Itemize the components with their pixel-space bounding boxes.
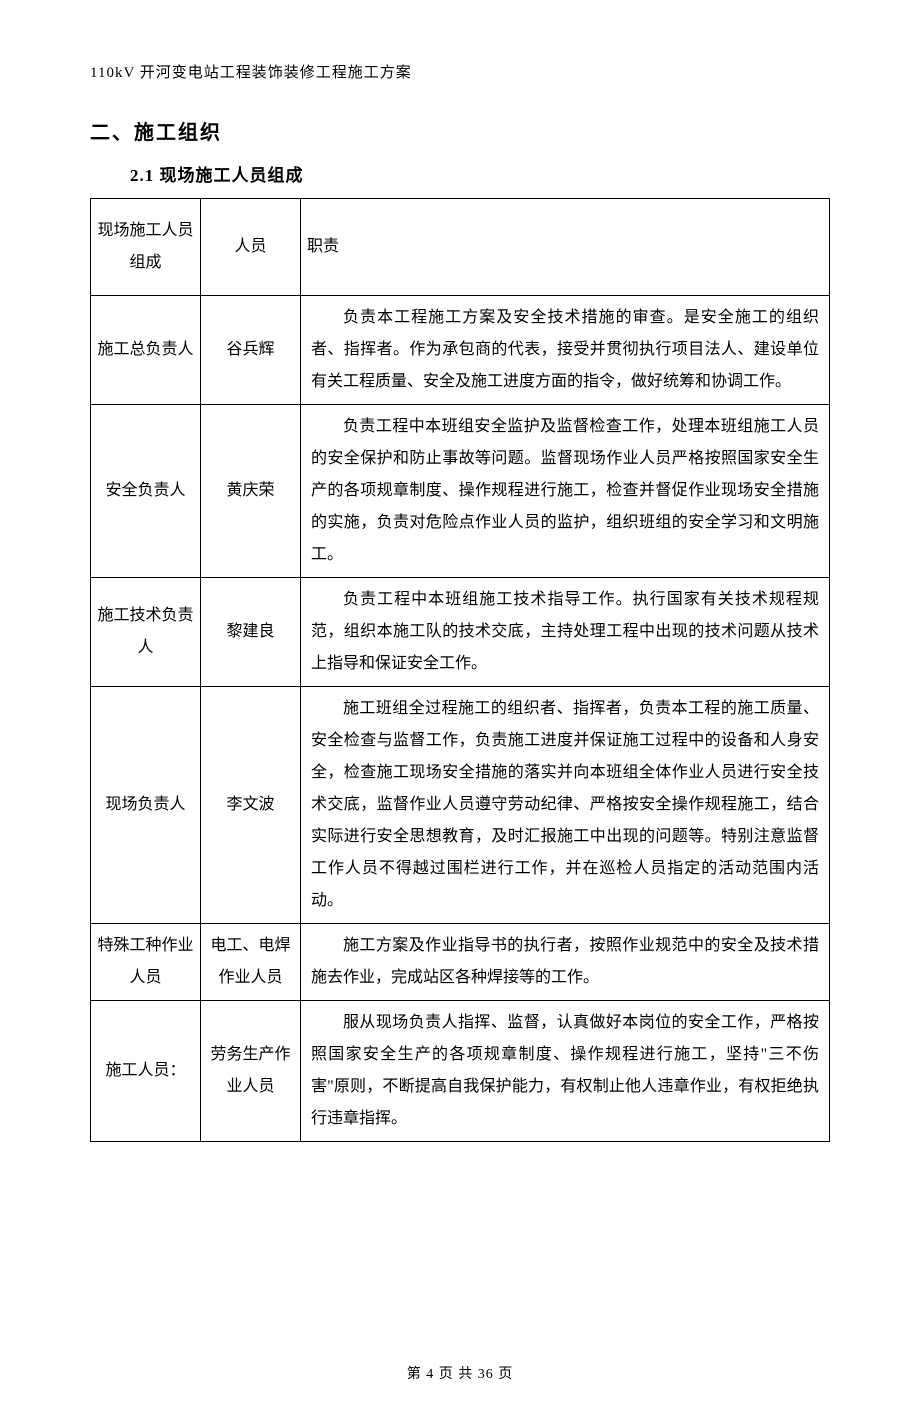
table-row: 施工总负责人 谷兵辉 负责本工程施工方案及安全技术措施的审查。是安全施工的组织者… — [91, 295, 830, 404]
duty-cell: 负责本工程施工方案及安全技术措施的审查。是安全施工的组织者、指挥者。作为承包商的… — [301, 295, 830, 404]
person-cell: 李文波 — [201, 686, 301, 923]
table-row: 特殊工种作业人员 电工、电焊作业人员 施工方案及作业指导书的执行者，按照作业规范… — [91, 923, 830, 1000]
role-cell: 现场负责人 — [91, 686, 201, 923]
table-header-row: 现场施工人员组成 人员 职责 — [91, 198, 830, 295]
header-role: 现场施工人员组成 — [91, 198, 201, 295]
duty-cell: 负责工程中本班组施工技术指导工作。执行国家有关技术规程规范，组织本施工队的技术交… — [301, 577, 830, 686]
role-cell: 施工人员： — [91, 1000, 201, 1141]
person-cell: 谷兵辉 — [201, 295, 301, 404]
duty-cell: 施工方案及作业指导书的执行者，按照作业规范中的安全及技术措施去作业，完成站区各种… — [301, 923, 830, 1000]
page-footer: 第 4 页 共 36 页 — [90, 1362, 830, 1387]
person-cell: 电工、电焊作业人员 — [201, 923, 301, 1000]
person-cell: 黎建良 — [201, 577, 301, 686]
header-person: 人员 — [201, 198, 301, 295]
document-header: 110kV 开河变电站工程装饰装修工程施工方案 — [90, 60, 830, 87]
table-row: 施工技术负责人 黎建良 负责工程中本班组施工技术指导工作。执行国家有关技术规程规… — [91, 577, 830, 686]
table-row: 施工人员： 劳务生产作业人员 服从现场负责人指挥、监督，认真做好本岗位的安全工作… — [91, 1000, 830, 1141]
section-title: 二、施工组织 — [90, 115, 830, 151]
role-cell: 特殊工种作业人员 — [91, 923, 201, 1000]
role-cell: 施工总负责人 — [91, 295, 201, 404]
duty-cell: 负责工程中本班组安全监护及监督检查工作，处理本班组施工人员的安全保护和防止事故等… — [301, 404, 830, 577]
role-cell: 安全负责人 — [91, 404, 201, 577]
personnel-table: 现场施工人员组成 人员 职责 施工总负责人 谷兵辉 负责本工程施工方案及安全技术… — [90, 198, 830, 1142]
subsection-title: 2.1 现场施工人员组成 — [130, 161, 830, 192]
duty-cell: 施工班组全过程施工的组织者、指挥者，负责本工程的施工质量、安全检查与监督工作，负… — [301, 686, 830, 923]
person-cell: 黄庆荣 — [201, 404, 301, 577]
table-row: 现场负责人 李文波 施工班组全过程施工的组织者、指挥者，负责本工程的施工质量、安… — [91, 686, 830, 923]
table-row: 安全负责人 黄庆荣 负责工程中本班组安全监护及监督检查工作，处理本班组施工人员的… — [91, 404, 830, 577]
header-duty: 职责 — [301, 198, 830, 295]
person-cell: 劳务生产作业人员 — [201, 1000, 301, 1141]
duty-cell: 服从现场负责人指挥、监督，认真做好本岗位的安全工作，严格按照国家安全生产的各项规… — [301, 1000, 830, 1141]
role-cell: 施工技术负责人 — [91, 577, 201, 686]
